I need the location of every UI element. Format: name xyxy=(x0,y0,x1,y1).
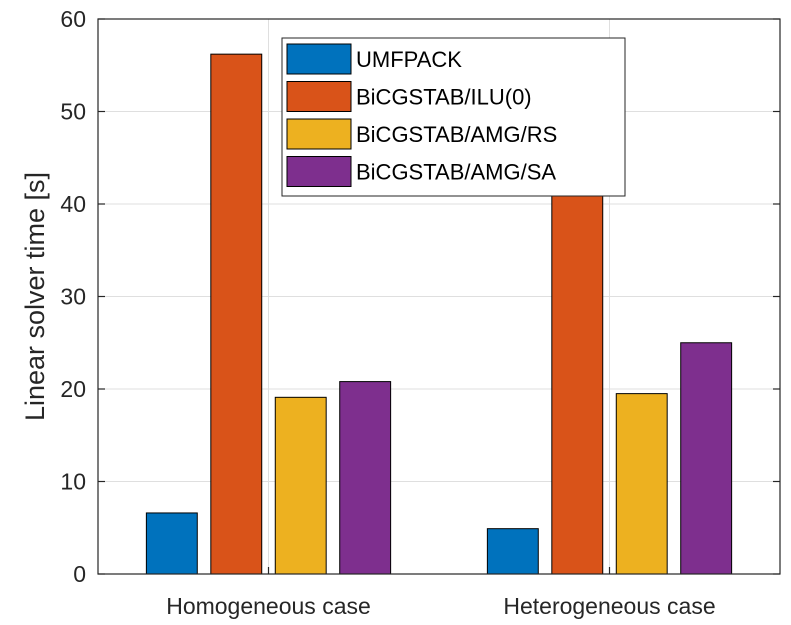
y-tick-label: 60 xyxy=(60,6,86,32)
legend-label: BiCGSTAB/ILU(0) xyxy=(356,85,532,110)
y-tick-label: 20 xyxy=(60,376,86,402)
bar xyxy=(486,528,539,575)
bar xyxy=(615,393,668,575)
legend: UMFPACK BiCGSTAB/ILU(0) BiCGSTAB/AMG/RS BiC… xyxy=(281,37,626,197)
x-tick-label: Homogeneous case xyxy=(166,593,371,619)
y-tick-label: 40 xyxy=(60,191,86,217)
y-tick-labels: 0 10 20 30 40 50 60 xyxy=(60,6,86,587)
y-tick-label: 0 xyxy=(73,561,86,587)
bar xyxy=(274,396,327,575)
legend-label: UMFPACK xyxy=(356,47,462,72)
legend-label: BiCGSTAB/AMG/SA xyxy=(356,160,556,185)
bar xyxy=(145,512,198,575)
bar xyxy=(339,381,392,575)
bar xyxy=(551,175,604,575)
x-tick-labels: Homogeneous case Heterogeneous case xyxy=(166,593,715,619)
bar xyxy=(680,342,733,575)
y-tick-label: 50 xyxy=(60,99,86,125)
x-tick-label: Heterogeneous case xyxy=(503,593,715,619)
legend-swatch xyxy=(286,43,352,75)
legend-swatch xyxy=(286,118,352,150)
legend-label: BiCGSTAB/AMG/RS xyxy=(356,122,557,147)
y-tick-label: 10 xyxy=(60,469,86,495)
axes xyxy=(97,18,781,575)
bar xyxy=(210,53,263,575)
legend-swatch xyxy=(286,156,352,187)
y-axis-label: Linear solver time [s] xyxy=(20,172,50,421)
legend-swatch xyxy=(286,81,352,112)
y-tick-label: 30 xyxy=(60,284,86,310)
bars xyxy=(145,53,733,575)
